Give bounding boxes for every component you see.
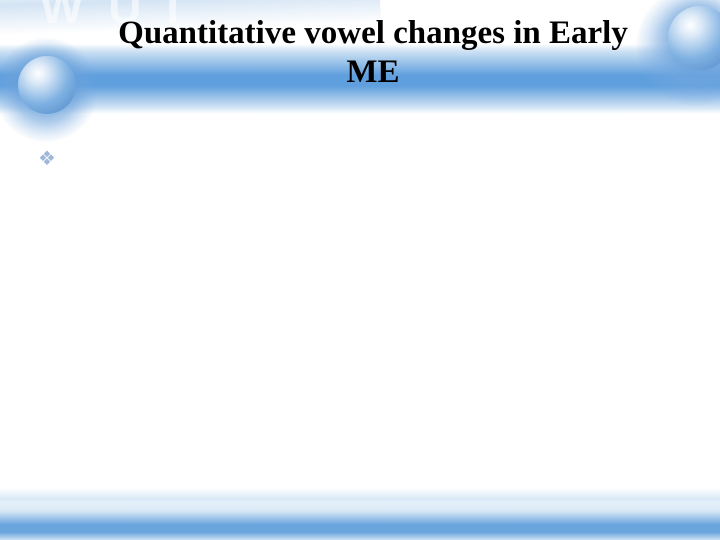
- footer-band: [0, 502, 720, 540]
- slide-title: Quantitative vowel changes in Early ME: [0, 14, 720, 92]
- content-area: [38, 150, 56, 173]
- diamond-bullet-icon: [38, 150, 56, 168]
